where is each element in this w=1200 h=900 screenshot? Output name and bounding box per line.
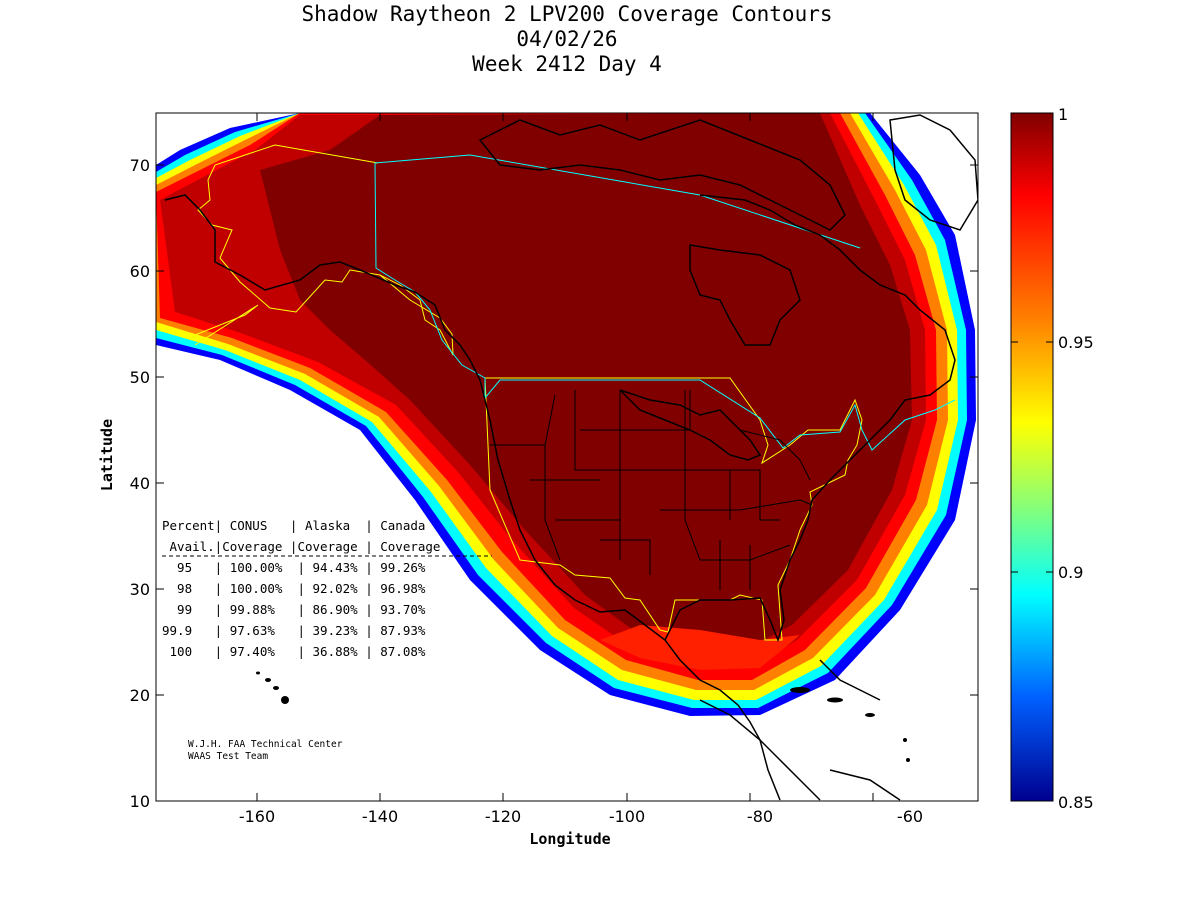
title-line-1: Shadow Raytheon 2 LPV200 Coverage Contou… [301,2,833,26]
title-line-3: Week 2412 Day 4 [472,52,662,76]
state-borders [490,390,813,590]
colorbar-tick-label: 0.95 [1058,333,1094,352]
y-tick-label: 50 [130,368,150,387]
credit-line-1: W.J.H. FAA Technical Center [188,739,343,750]
hawaii-islands [256,671,289,704]
axis-ticks [156,113,978,801]
title-line-2: 04/02/26 [516,27,618,51]
table-row: 95 | 100.00% | 94.43% | 99.26% [162,560,426,575]
colorbar-ticks [1011,341,1053,573]
x-tick-label: -140 [362,807,398,826]
coastlines [164,114,978,801]
y-tick-label: 70 [130,156,150,175]
x-tick-label: -160 [239,807,275,826]
credit-line-2: WAAS Test Team [188,751,268,762]
x-axis-label: Longitude [529,830,610,848]
table-row: 99 | 99.88% | 86.90% | 93.70% [162,602,426,617]
x-tick-label: -60 [897,807,923,826]
colorbar-tick-label: 1 [1058,105,1068,124]
colorbar-tick-label: 0.9 [1058,563,1083,582]
table-row: 100 | 97.40% | 36.88% | 87.08% [162,644,426,659]
plot-frame [155,112,979,802]
colorbar-tick-label: 0.85 [1058,793,1094,812]
y-tick-label: 20 [130,686,150,705]
region-boundaries-cyan [374,154,956,451]
y-axis-label: Latitude [98,419,116,491]
table-row: 99.9 | 97.63% | 39.23% | 87.93% [162,623,426,638]
y-tick-label: 60 [130,262,150,281]
table-row: 98 | 100.00% | 92.02% | 96.98% [162,581,426,596]
table-header-1: Percent| CONUS | Alaska | Canada [162,518,425,533]
coverage-table: Percent| CONUS | Alaska | Canada Avail.|… [162,518,492,659]
caribbean-islands [790,687,910,762]
x-tick-label: -80 [747,807,773,826]
coverage-gulf-red [600,625,800,670]
coverage-band-core [260,113,912,650]
x-tick-label: -120 [485,807,521,826]
region-boundaries-yellow [194,144,863,641]
coverage-contours [156,113,978,801]
y-tick-label: 10 [130,792,150,811]
x-tick-label: -100 [609,807,645,826]
colorbar [1010,112,1054,802]
y-tick-label: 30 [130,580,150,599]
y-tick-label: 40 [130,474,150,493]
table-header-2: Avail.|Coverage |Coverage | Coverage [162,539,440,554]
